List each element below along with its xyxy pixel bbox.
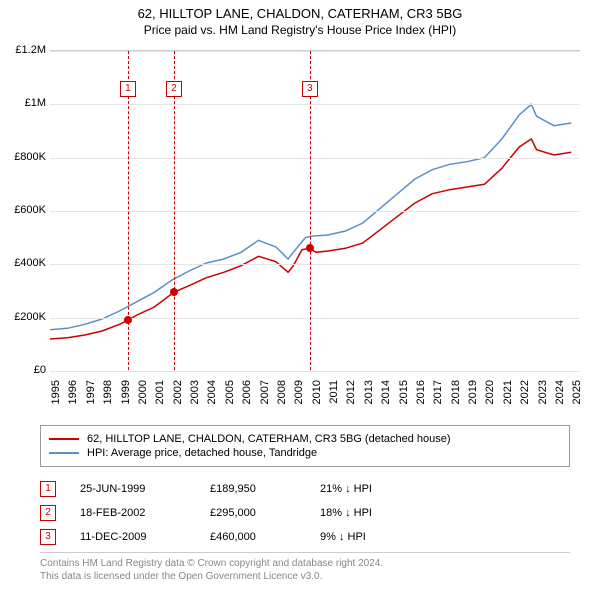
sales-row: 3 11-DEC-2009£460,0009% ↓ HPI [40, 525, 570, 549]
marker-dot-1 [124, 316, 132, 324]
x-tick-label: 2006 [241, 380, 253, 404]
legend-label: 62, HILLTOP LANE, CHALDON, CATERHAM, CR3… [87, 433, 451, 445]
x-tick-label: 2007 [259, 380, 271, 404]
sales-marker-badge: 1 [40, 481, 56, 497]
chart-subtitle: Price paid vs. HM Land Registry's House … [0, 23, 600, 37]
x-tick-label: 2010 [311, 380, 323, 404]
x-tick-label: 2009 [293, 380, 305, 404]
sales-marker-badge: 3 [40, 529, 56, 545]
y-tick-label: £400K [14, 257, 46, 269]
x-tick-label: 2008 [276, 380, 288, 404]
marker-badge-3: 3 [302, 81, 318, 97]
x-tick-label: 1999 [120, 380, 132, 404]
sales-row: 2 18-FEB-2002£295,00018% ↓ HPI [40, 501, 570, 525]
footer-line-1: Contains HM Land Registry data © Crown c… [40, 557, 570, 570]
marker-badge-2: 2 [166, 81, 182, 97]
y-tick-label: £600K [14, 204, 46, 216]
y-tick-label: £0 [34, 364, 46, 376]
marker-dot-2 [170, 288, 178, 296]
gridline [50, 158, 580, 159]
x-tick-label: 2017 [432, 380, 444, 404]
sales-date: 18-FEB-2002 [80, 507, 210, 519]
footer-attribution: Contains HM Land Registry data © Crown c… [40, 552, 570, 583]
sales-price: £295,000 [210, 507, 320, 519]
gridline [50, 211, 580, 212]
marker-line-2 [174, 51, 175, 370]
legend-swatch [49, 438, 79, 440]
x-tick-label: 2015 [398, 380, 410, 404]
marker-line-3 [310, 51, 311, 370]
plot-area: 1 2 3 [50, 50, 580, 370]
x-tick-label: 2013 [363, 380, 375, 404]
gridline [50, 104, 580, 105]
x-tick-label: 2012 [345, 380, 357, 404]
x-tick-label: 2000 [137, 380, 149, 404]
y-tick-label: £800K [14, 151, 46, 163]
sales-delta: 18% ↓ HPI [320, 507, 420, 519]
legend-item: 62, HILLTOP LANE, CHALDON, CATERHAM, CR3… [49, 433, 561, 445]
sales-delta: 9% ↓ HPI [320, 531, 420, 543]
x-tick-label: 2021 [502, 380, 514, 404]
footer-line-2: This data is licensed under the Open Gov… [40, 570, 570, 583]
x-tick-label: 2005 [224, 380, 236, 404]
x-tick-label: 2019 [467, 380, 479, 404]
sales-date: 11-DEC-2009 [80, 531, 210, 543]
x-tick-label: 2004 [206, 380, 218, 404]
y-axis: £0£200K£400K£600K£800K£1M£1.2M [0, 50, 48, 370]
sales-price: £189,950 [210, 483, 320, 495]
legend: 62, HILLTOP LANE, CHALDON, CATERHAM, CR3… [40, 425, 570, 467]
x-tick-label: 2024 [554, 380, 566, 404]
x-tick-label: 2014 [380, 380, 392, 404]
x-tick-label: 1996 [67, 380, 79, 404]
y-tick-label: £200K [14, 311, 46, 323]
marker-dot-3 [306, 244, 314, 252]
x-tick-label: 2016 [415, 380, 427, 404]
x-tick-label: 2022 [519, 380, 531, 404]
chart-title: 62, HILLTOP LANE, CHALDON, CATERHAM, CR3… [0, 6, 600, 21]
sales-price: £460,000 [210, 531, 320, 543]
y-tick-label: £1.2M [15, 44, 46, 56]
sales-table: 1 25-JUN-1999£189,95021% ↓ HPI 2 18-FEB-200… [40, 477, 570, 549]
marker-badge-1: 1 [120, 81, 136, 97]
gridline [50, 51, 580, 52]
x-tick-label: 2011 [328, 380, 340, 404]
x-tick-label: 2003 [189, 380, 201, 404]
x-tick-label: 2001 [154, 380, 166, 404]
chart-container: 62, HILLTOP LANE, CHALDON, CATERHAM, CR3… [0, 0, 600, 590]
sales-row: 1 25-JUN-1999£189,95021% ↓ HPI [40, 477, 570, 501]
x-tick-label: 2002 [172, 380, 184, 404]
sales-date: 25-JUN-1999 [80, 483, 210, 495]
x-tick-label: 2020 [484, 380, 496, 404]
legend-swatch [49, 452, 79, 454]
legend-label: HPI: Average price, detached house, Tand… [87, 447, 317, 459]
x-tick-label: 1997 [85, 380, 97, 404]
chart-title-block: 62, HILLTOP LANE, CHALDON, CATERHAM, CR3… [0, 0, 600, 37]
x-tick-label: 2023 [537, 380, 549, 404]
x-tick-label: 2025 [571, 380, 583, 404]
sales-delta: 21% ↓ HPI [320, 483, 420, 495]
sales-marker-badge: 2 [40, 505, 56, 521]
y-tick-label: £1M [25, 97, 46, 109]
x-tick-label: 2018 [450, 380, 462, 404]
gridline [50, 264, 580, 265]
legend-item: HPI: Average price, detached house, Tand… [49, 447, 561, 459]
x-axis: 1995 1996 1997 1998 1999 2000 2001 2002 2003 2004… [50, 372, 580, 422]
x-tick-label: 1998 [102, 380, 114, 404]
x-tick-label: 1995 [50, 380, 62, 404]
